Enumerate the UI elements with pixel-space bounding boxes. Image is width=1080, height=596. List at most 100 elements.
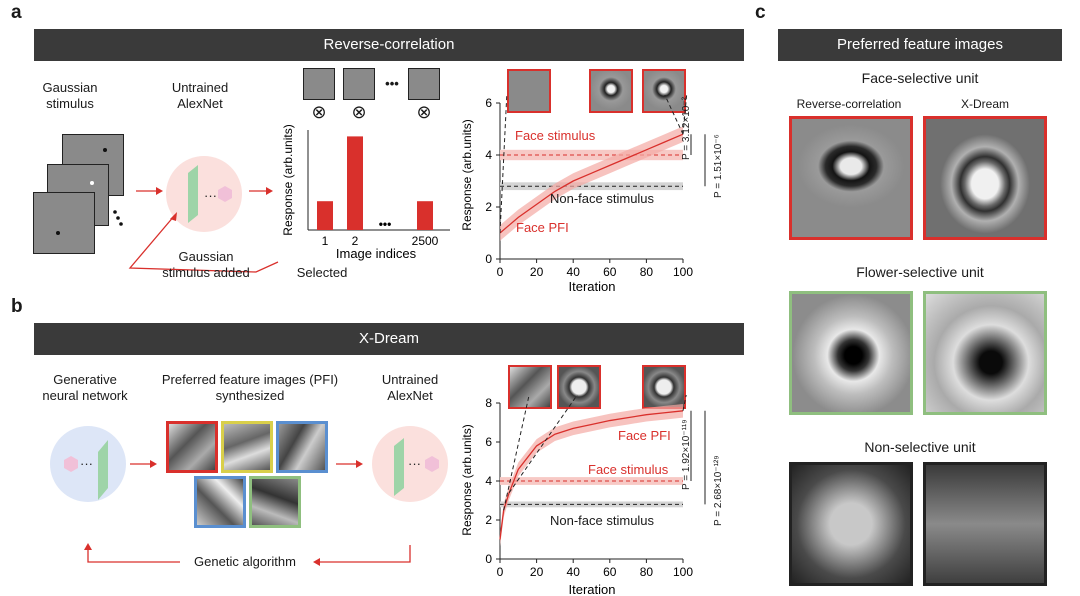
x-tick-label: 60 — [603, 565, 617, 579]
svg-text:···: ··· — [408, 456, 421, 471]
y-tick-label: 6 — [485, 96, 492, 110]
line-b-xlabel: Iteration — [569, 582, 616, 596]
x-tick-label: 80 — [640, 265, 654, 279]
bar-2 — [347, 136, 363, 230]
alexnet-label-a: Untrained AlexNet — [150, 80, 250, 112]
bar-ylabel: Response (arb.units) — [281, 124, 295, 235]
x-tick-label: 100 — [673, 265, 693, 279]
gen-network-label: Generative neural network — [30, 372, 140, 404]
gaussian-stimulus-label: Gaussian stimulus — [20, 80, 120, 112]
otimes-icon: ⊗ — [311, 102, 327, 122]
y-tick-label: 4 — [485, 148, 492, 162]
col-reverse-correlation: Reverse-correlation — [796, 97, 902, 111]
leader-line — [682, 95, 688, 135]
panel-a-diagram-svg: ··· — [56, 148, 279, 273]
panel-b-diagram-svg: ··· ··· — [50, 426, 448, 566]
line-b-nonface-label: Non-face stimulus — [550, 513, 655, 528]
alexnet-label-a-line2: AlexNet — [177, 96, 223, 111]
thumb-ellipsis: ••• — [385, 76, 399, 91]
banner-x-dream: X-Dream — [34, 323, 744, 355]
line-b-p1: P = 1.92×10⁻¹¹⁹ — [681, 419, 692, 490]
line-a-ylabel: Response (arb.units) — [460, 119, 474, 230]
banner-reverse-correlation: Reverse-correlation — [34, 29, 744, 61]
pfi-thumb-red — [166, 421, 218, 473]
pfi-synth-label: Preferred feature images (PFI) synthesiz… — [140, 372, 360, 404]
leader-line — [664, 95, 684, 135]
bar-tick-label: 1 — [322, 234, 329, 248]
line-b-ylabel: Response (arb.units) — [460, 424, 474, 535]
stimulus-thumb-2500 — [408, 68, 440, 100]
line-a-thumb-face-2 — [642, 69, 686, 113]
line-a-thumb-face-1 — [589, 69, 633, 113]
otimes-icon: ⊗ — [416, 102, 432, 122]
y-tick-label: 8 — [485, 396, 492, 410]
bar-ellipsis: ••• — [379, 217, 392, 231]
line-a-nonface-label: Non-face stimulus — [550, 191, 655, 206]
line-b-thumb-2 — [557, 365, 601, 409]
y-tick-label: 0 — [485, 252, 492, 266]
non-selective-title: Non-selective unit — [864, 439, 976, 455]
bar-tick-label: 2 — [352, 234, 359, 248]
otimes-icon: ⊗ — [351, 102, 367, 122]
leader-line — [682, 395, 687, 411]
leader-line — [499, 95, 508, 234]
line-b-thumb-3 — [642, 365, 686, 409]
x-tick-label: 0 — [497, 265, 504, 279]
x-tick-label: 40 — [567, 265, 581, 279]
alexnet-label-a-line1: Untrained — [171, 80, 229, 95]
genetic-algorithm-label: Genetic algorithm — [194, 554, 296, 569]
nonselective-xdream-image — [923, 462, 1047, 586]
gaussian-frame-1 — [33, 192, 95, 254]
x-tick-label: 80 — [640, 565, 654, 579]
face-rc-image — [789, 116, 913, 240]
svg-text:···: ··· — [80, 456, 93, 471]
pfi-line — [499, 133, 684, 234]
bar-1 — [317, 201, 333, 230]
nonselective-rc-image — [789, 462, 913, 586]
face-selective-title: Face-selective unit — [861, 70, 979, 86]
bar-chart: 1 2 2500 ••• Response (arb.units) Image ind… — [281, 124, 450, 261]
x-tick-label: 60 — [603, 265, 617, 279]
y-tick-label: 4 — [485, 474, 492, 488]
x-tick-label: 100 — [673, 565, 693, 579]
loop-label-line2: stimulus added — [162, 265, 250, 280]
alexnet-label-b-line2: AlexNet — [387, 388, 433, 403]
leader-line — [503, 395, 530, 511]
bar-tick-label: 2500 — [412, 234, 439, 248]
panel-letter-b: b — [11, 296, 23, 317]
panel-letter-c: c — [755, 2, 766, 23]
line-chart-a: 0 20 40 60 80 100 0 2 4 6 Response (arb.units) It… — [460, 95, 706, 294]
gaussian-label-line2: stimulus — [46, 96, 94, 111]
gaussian-label-line1: Gaussian — [42, 80, 98, 95]
pfi-label-line1: Preferred feature images (PFI) — [161, 372, 339, 387]
stimulus-thumb-2 — [343, 68, 375, 100]
gaussian-added-label: Gaussian stimulus added — [146, 249, 266, 281]
line-b-face-stimulus-label: Face stimulus — [588, 462, 669, 477]
panel-letter-a: a — [11, 2, 22, 23]
flower-xdream-image — [923, 291, 1047, 415]
stimulus-thumb-1 — [303, 68, 335, 100]
col-x-dream: X-Dream — [960, 97, 1009, 111]
x-tick-label: 40 — [567, 565, 581, 579]
line-b-face-pfi-label: Face PFI — [618, 428, 671, 443]
loop-label-line1: Gaussian — [178, 249, 234, 264]
pfi-thumb-blue — [276, 421, 328, 473]
line-chart-b: 0 20 40 60 80 100 0 2 4 6 8 Response (arb.units) I… — [460, 395, 706, 596]
flower-selective-title: Flower-selective unit — [856, 264, 984, 280]
line-a-p1: P = 3.12×10⁻² — [681, 97, 692, 160]
face-xdream-image — [923, 116, 1047, 240]
pfi-band — [500, 126, 683, 241]
svg-text:···: ··· — [204, 188, 217, 203]
banner-preferred-feature-images: Preferred feature images — [778, 29, 1062, 61]
y-tick-label: 0 — [485, 552, 492, 566]
y-tick-label: 6 — [485, 435, 492, 449]
selected-label: Selected — [296, 265, 348, 280]
y-tick-label: 2 — [485, 513, 492, 527]
pfi-thumb-blue-2 — [194, 476, 246, 528]
x-tick-label: 20 — [530, 265, 544, 279]
y-tick-label: 2 — [485, 200, 492, 214]
bar-xlabel: Image indices — [336, 246, 417, 261]
pfi-line — [499, 410, 684, 540]
line-a-face-stimulus-label: Face stimulus — [515, 128, 596, 143]
pfi-thumb-green — [249, 476, 301, 528]
